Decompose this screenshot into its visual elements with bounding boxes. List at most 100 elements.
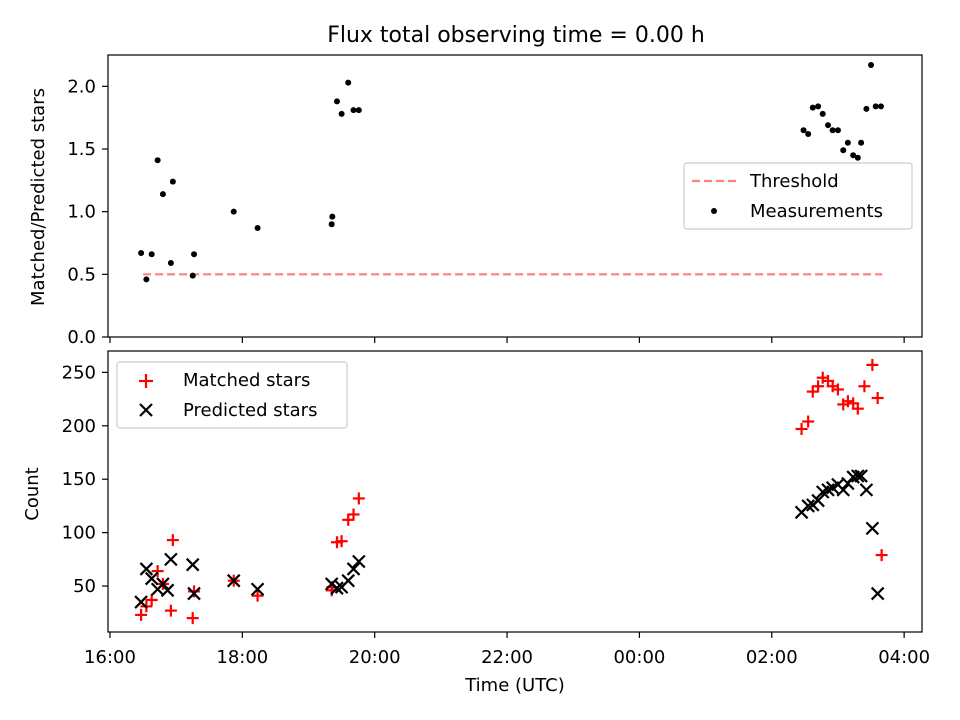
ratio-y-tick-label: 1.5 <box>67 139 96 160</box>
count-legend: Matched stars Predicted stars <box>116 361 348 429</box>
matched-point <box>186 612 199 625</box>
measurement-point <box>333 98 340 105</box>
matched-point <box>145 593 158 606</box>
measurement-point <box>189 272 196 279</box>
ratio-y-tick-label: 0.5 <box>67 264 96 285</box>
measurement-point <box>868 62 875 69</box>
predicted-point <box>801 499 815 513</box>
matched-point <box>164 604 177 617</box>
measurements-legend-swatch <box>711 208 717 214</box>
measurement-point <box>840 147 847 154</box>
measurement-point <box>800 127 807 134</box>
predicted-point <box>139 562 154 576</box>
matched-point <box>352 492 365 505</box>
measurement-point <box>345 79 352 86</box>
predicted-point <box>836 483 851 497</box>
matched-point <box>188 585 201 598</box>
count-y-tick-label: 250 <box>62 362 96 383</box>
ratio-frame <box>107 54 923 338</box>
matched-point <box>866 358 879 371</box>
predicted-point <box>330 581 344 595</box>
matched-point <box>342 513 355 526</box>
count-axes: 16:00 18:00 20:00 22:00 00:00 02:00 04:00 50 100… <box>62 350 930 668</box>
ratio-legend: Threshold Measurements <box>683 162 913 230</box>
chart-title: Flux total observing time = 0.00 h <box>327 23 705 48</box>
measurement-point <box>854 154 861 161</box>
count-x-tick-label: 16:00 <box>84 647 136 668</box>
matched-point <box>812 380 825 393</box>
measurement-point <box>154 157 161 164</box>
measurement-point <box>819 110 826 117</box>
count-panel: 16:00 18:00 20:00 22:00 00:00 02:00 04:00 50 100… <box>22 350 930 696</box>
predicted-legend-label: Predicted stars <box>183 400 317 421</box>
matched-point <box>151 565 164 578</box>
count-x-tick-label: 02:00 <box>746 647 798 668</box>
count-plot-area <box>134 358 888 625</box>
measurement-point <box>138 250 145 257</box>
matched-point <box>875 549 888 562</box>
predicted-point <box>250 582 265 597</box>
matched-point <box>871 392 884 405</box>
x-axis-label: Time (UTC) <box>464 675 565 696</box>
matched-point <box>858 380 871 393</box>
matched-point <box>166 534 179 547</box>
predicted-point <box>352 554 366 569</box>
predicted-point <box>811 493 825 508</box>
measurement-point <box>858 139 865 146</box>
predicted-point <box>341 573 356 588</box>
measurement-point <box>863 105 870 112</box>
matched-point <box>841 395 854 408</box>
matched-point <box>802 415 815 428</box>
measurement-point <box>815 103 822 110</box>
ratio-y-axis-label: Matched/Predicted stars <box>28 88 49 306</box>
count-x-tick-label: 04:00 <box>878 647 930 668</box>
predicted-point <box>346 562 361 576</box>
measurement-point <box>829 127 836 134</box>
matched-point <box>851 402 864 415</box>
measurement-point <box>872 103 879 110</box>
measurement-point <box>338 110 345 117</box>
measurement-point <box>254 224 261 231</box>
matched-point <box>795 422 808 435</box>
measurement-point <box>834 127 841 134</box>
count-frame <box>107 350 923 633</box>
count-legend-box <box>116 361 348 429</box>
predicted-point <box>854 469 868 483</box>
measurement-point <box>825 122 832 129</box>
measurement-point <box>191 251 198 258</box>
count-x-tick-label: 20:00 <box>349 647 401 668</box>
predicted-point <box>160 583 175 598</box>
predicted-point <box>187 586 201 601</box>
threshold-legend-label: Threshold <box>749 171 839 192</box>
measurement-point <box>877 103 884 110</box>
measurement-point <box>329 213 336 220</box>
predicted-point <box>156 577 170 591</box>
predicted-point <box>851 469 865 483</box>
measurement-point <box>809 104 816 111</box>
predicted-point <box>226 573 241 588</box>
matched-point <box>806 385 819 398</box>
count-y-tick-label: 200 <box>62 416 96 437</box>
measurement-point <box>350 107 357 114</box>
count-x-tick-label: 18:00 <box>216 647 268 668</box>
predicted-point <box>859 483 874 497</box>
predicted-point <box>185 557 200 572</box>
ratio-panel: 0.00.51.01.52.0 Matched/Predicted stars … <box>28 54 923 348</box>
measurement-point <box>159 191 166 198</box>
count-y-axis-label: Count <box>22 467 43 520</box>
measurement-point <box>844 139 851 146</box>
measurement-point <box>328 221 335 228</box>
matched-legend-swatch <box>139 374 153 388</box>
ratio-y-tick-label: 0.0 <box>67 327 96 348</box>
matched-point <box>251 589 264 602</box>
predicted-legend-swatch <box>139 403 153 417</box>
predicted-point <box>865 521 880 536</box>
count-x-tick-label: 22:00 <box>481 647 533 668</box>
measurement-point <box>355 107 362 114</box>
matched-point <box>831 383 844 396</box>
matched-point <box>347 508 360 521</box>
measurement-point <box>850 152 857 159</box>
count-x-tick-label: 00:00 <box>613 647 665 668</box>
measurement-point <box>805 130 812 137</box>
measurement-point <box>143 276 150 283</box>
